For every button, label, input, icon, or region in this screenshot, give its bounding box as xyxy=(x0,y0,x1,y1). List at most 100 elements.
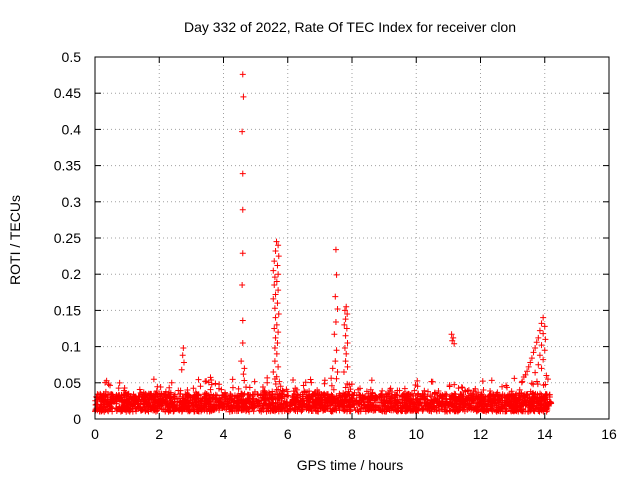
data-point xyxy=(187,407,194,414)
data-point xyxy=(201,391,208,398)
data-point xyxy=(234,393,241,400)
data-point xyxy=(341,321,348,328)
data-point xyxy=(239,250,246,257)
data-point xyxy=(157,384,164,391)
data-point xyxy=(272,291,279,298)
data-point xyxy=(538,365,545,372)
data-point xyxy=(346,401,353,408)
data-point xyxy=(150,376,157,383)
data-point xyxy=(273,386,280,393)
data-point xyxy=(175,406,182,413)
x-tick-label: 12 xyxy=(473,426,489,442)
data-point xyxy=(387,395,394,402)
data-point xyxy=(291,400,298,407)
data-point xyxy=(179,352,186,359)
data-point xyxy=(330,386,337,393)
chart-title: Day 332 of 2022, Rate Of TEC Index for r… xyxy=(184,19,516,35)
data-point xyxy=(300,401,307,408)
data-point xyxy=(265,395,272,402)
data-point xyxy=(353,397,360,404)
data-point xyxy=(275,329,282,336)
data-point xyxy=(179,407,186,414)
data-point xyxy=(525,408,532,415)
data-point xyxy=(314,387,321,394)
data-point xyxy=(182,391,189,398)
data-point xyxy=(250,401,257,408)
data-point xyxy=(442,402,449,409)
data-point xyxy=(426,405,433,412)
y-axis-label: ROTI / TECUs xyxy=(7,195,23,285)
data-point xyxy=(448,331,455,338)
data-point xyxy=(332,358,339,365)
data-point xyxy=(395,405,402,412)
data-point xyxy=(412,392,419,399)
data-point xyxy=(543,406,550,413)
data-point xyxy=(242,399,249,406)
data-point xyxy=(334,305,341,312)
data-point xyxy=(353,398,360,405)
data-point xyxy=(480,386,487,393)
data-point xyxy=(405,395,412,402)
data-point xyxy=(389,399,396,406)
data-point xyxy=(229,376,236,383)
data-point xyxy=(515,397,522,404)
data-point xyxy=(272,248,279,255)
data-point xyxy=(201,401,208,408)
data-point xyxy=(269,400,276,407)
data-point xyxy=(154,404,161,411)
data-point xyxy=(476,396,483,403)
data-point xyxy=(378,390,385,397)
data-point xyxy=(166,384,173,391)
data-point xyxy=(204,396,211,403)
data-point xyxy=(271,258,278,265)
data-point xyxy=(173,402,180,409)
data-point xyxy=(272,380,279,387)
data-point xyxy=(530,349,537,356)
data-point xyxy=(450,334,457,341)
data-point xyxy=(127,406,134,413)
data-point xyxy=(168,379,175,386)
data-point xyxy=(198,408,205,415)
data-point xyxy=(132,394,139,401)
data-point xyxy=(341,345,348,352)
data-point xyxy=(257,392,264,399)
data-point xyxy=(465,405,472,412)
data-point xyxy=(329,365,336,372)
data-point xyxy=(105,399,112,406)
data-point xyxy=(510,407,517,414)
data-point xyxy=(425,388,432,395)
data-point xyxy=(263,408,270,415)
data-point xyxy=(203,378,210,385)
data-point xyxy=(334,368,341,375)
data-point xyxy=(541,347,548,354)
data-point xyxy=(239,71,246,78)
data-point xyxy=(543,390,550,397)
data-point xyxy=(347,386,354,393)
data-point xyxy=(273,404,280,411)
data-point xyxy=(190,385,197,392)
data-point xyxy=(101,397,108,404)
data-point xyxy=(379,387,386,394)
data-point xyxy=(475,393,482,400)
x-tick-label: 14 xyxy=(537,426,553,442)
data-point xyxy=(93,393,100,400)
data-point xyxy=(295,403,302,410)
data-point xyxy=(404,402,411,409)
data-point xyxy=(96,406,103,413)
data-point xyxy=(438,401,445,408)
data-point xyxy=(180,359,187,366)
data-point xyxy=(239,206,246,213)
data-point xyxy=(349,395,356,402)
data-point xyxy=(533,339,540,346)
data-point xyxy=(361,402,368,409)
data-point xyxy=(103,377,110,384)
data-point xyxy=(204,408,211,415)
data-point xyxy=(539,395,546,402)
data-point xyxy=(178,366,185,373)
data-point xyxy=(264,379,271,386)
x-tick-label: 10 xyxy=(408,426,424,442)
data-point xyxy=(245,397,252,404)
data-point xyxy=(441,408,448,415)
data-point xyxy=(183,395,190,402)
data-point xyxy=(459,402,466,409)
